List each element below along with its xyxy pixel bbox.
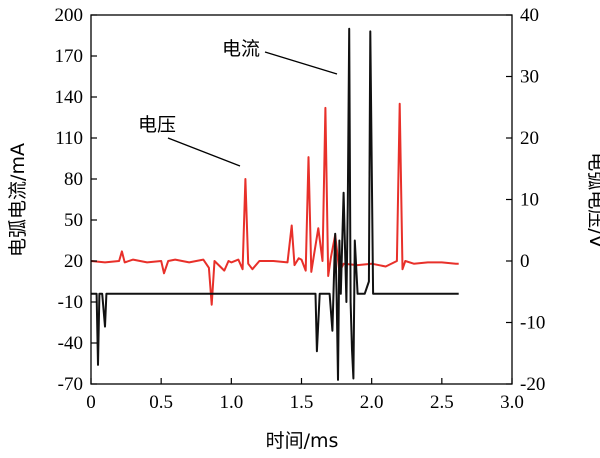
voltage-series-line xyxy=(90,102,459,306)
y-left-tick-label: 140 xyxy=(55,87,84,108)
y-right-tick-label: 20 xyxy=(520,128,539,149)
x-tick-label: 1.0 xyxy=(219,392,243,413)
plot-area xyxy=(90,27,459,381)
y-right-tick-label: 10 xyxy=(520,190,539,211)
current-annotation-label: 电流 xyxy=(222,38,260,60)
y-right-axis-title: 电弧电压/V xyxy=(585,152,600,247)
voltage-annotation-leader xyxy=(167,137,241,167)
plot-frame xyxy=(90,14,513,385)
axes xyxy=(90,14,513,385)
y-left-tick-label: 110 xyxy=(55,128,83,149)
y-left-tick-label: -40 xyxy=(58,333,83,354)
y-left-tick-label: -70 xyxy=(58,374,83,395)
labels: 时间/ms 电弧电流/mA 电弧电压/V 电流 电压 0 0.5 1.0 1.5 2.0… xyxy=(7,5,600,452)
y-right-tick-label: -20 xyxy=(520,374,545,395)
x-tick-label: 0.5 xyxy=(149,392,173,413)
x-tick-label: 2.5 xyxy=(430,392,454,413)
y-left-tick-label: 170 xyxy=(55,46,84,67)
current-series-line xyxy=(91,27,459,381)
x-axis-title: 时间/ms xyxy=(266,430,339,452)
x-tick-label: 1.5 xyxy=(290,392,314,413)
y-right-tick-label: -10 xyxy=(520,313,545,334)
x-tick-label: 0 xyxy=(86,392,96,413)
y-left-axis-title: 电弧电流/mA xyxy=(7,143,29,257)
y-right-tick-label: 40 xyxy=(520,5,539,26)
y-left-tick-label: 200 xyxy=(55,5,84,26)
y-left-tick-label: -10 xyxy=(58,292,83,313)
voltage-annotation-label: 电压 xyxy=(138,114,176,136)
y-left-tick-label: 50 xyxy=(64,210,83,231)
x-tick-label: 2.0 xyxy=(360,392,384,413)
y-right-tick-label: 30 xyxy=(520,67,539,88)
y-right-tick-label: 0 xyxy=(520,251,530,272)
current-annotation-leader xyxy=(264,51,338,75)
y-left-tick-label: 80 xyxy=(64,169,83,190)
x-tick-label: 3.0 xyxy=(500,392,524,413)
y-left-tick-label: 20 xyxy=(64,251,83,272)
